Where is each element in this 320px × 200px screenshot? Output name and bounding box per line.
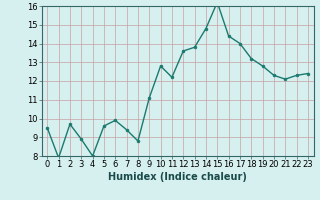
X-axis label: Humidex (Indice chaleur): Humidex (Indice chaleur) [108,172,247,182]
